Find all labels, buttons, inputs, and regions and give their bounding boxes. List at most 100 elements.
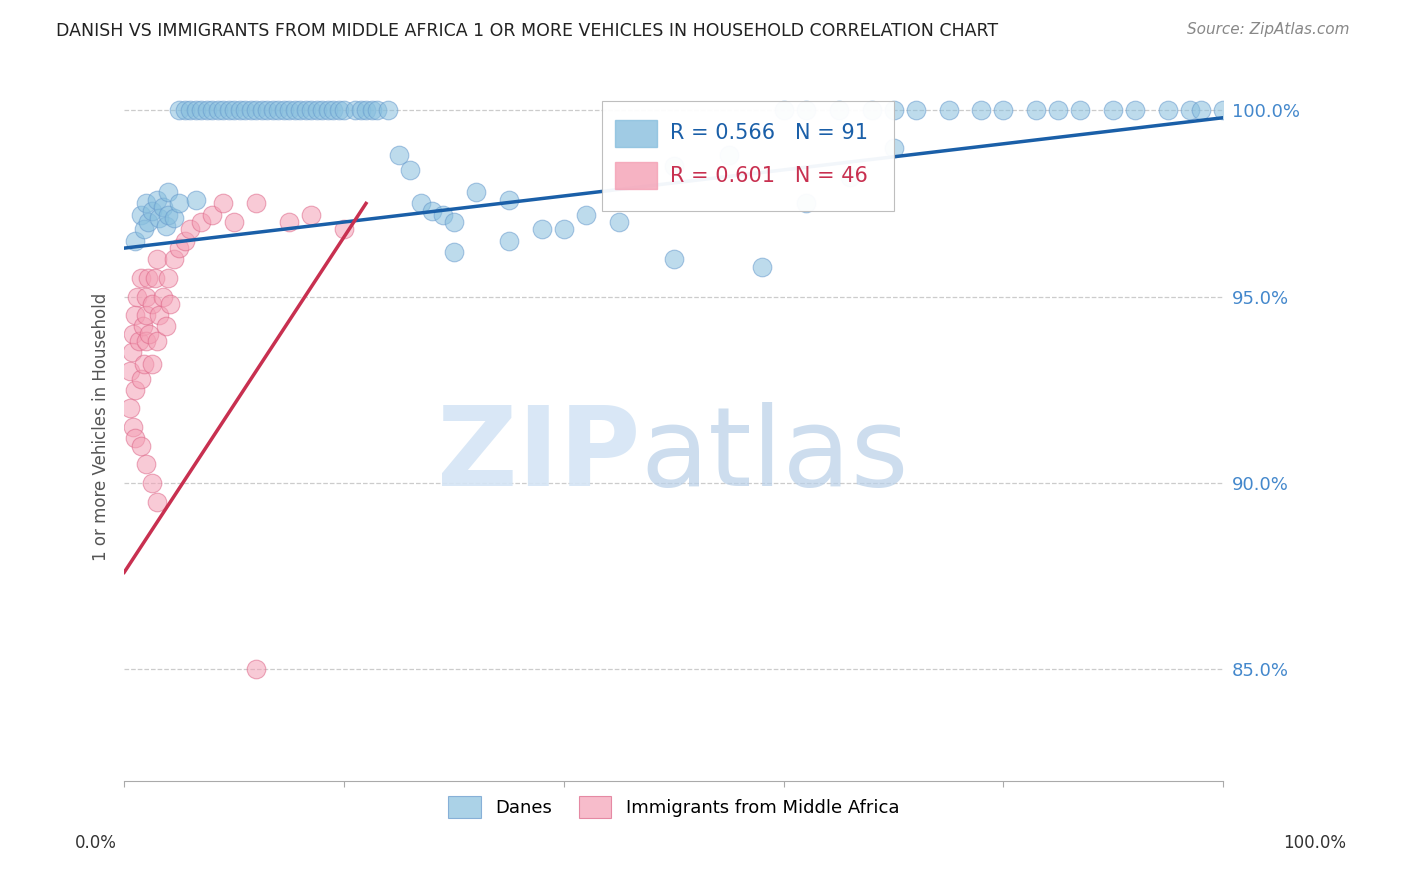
Point [167,103,190,118]
Point [267,103,290,118]
Point [124,234,146,248]
Point [201,103,224,118]
Point [163,211,186,226]
Point [155,219,177,233]
Point [938,103,960,118]
Point [135,196,157,211]
Point [662,159,685,173]
Point [443,215,465,229]
Point [135,289,157,303]
Point [250,103,273,118]
Point [993,103,1015,118]
Point [498,193,520,207]
Text: R = 0.566   N = 91: R = 0.566 N = 91 [671,123,869,143]
Point [322,103,344,118]
Point [333,103,356,118]
Point [284,103,307,118]
Point [432,208,454,222]
Point [190,215,212,229]
Point [146,252,169,267]
Point [366,103,388,118]
Point [121,345,143,359]
Point [607,215,630,229]
Point [328,103,350,118]
Point [233,103,256,118]
Point [218,103,240,118]
Point [228,103,250,118]
Point [184,193,207,207]
Point [127,289,149,303]
Point [122,420,145,434]
Point [273,103,295,118]
Point [245,103,267,118]
Point [128,334,150,349]
Point [553,222,575,236]
Point [212,103,235,118]
Point [179,103,201,118]
Point [245,662,267,676]
Point [118,364,141,378]
Point [860,103,883,118]
Point [377,103,399,118]
Point [146,494,169,508]
Point [135,457,157,471]
Point [179,222,201,236]
Point [122,326,145,341]
Point [173,103,195,118]
Point [155,319,177,334]
Point [163,252,186,267]
Point [349,103,371,118]
Point [138,326,160,341]
Point [129,439,152,453]
Point [157,208,180,222]
Point [195,103,218,118]
Point [751,260,773,274]
Point [184,103,207,118]
Point [772,103,794,118]
Point [1025,103,1047,118]
Point [141,203,163,218]
Point [146,334,169,349]
Point [146,193,169,207]
Point [118,401,141,416]
Point [794,103,817,118]
Point [124,383,146,397]
Point [157,271,180,285]
Bar [616,162,657,189]
FancyBboxPatch shape [602,102,894,211]
Point [299,103,322,118]
Point [288,103,311,118]
Point [970,103,993,118]
Point [141,297,163,311]
Point [305,103,328,118]
Point [827,103,849,118]
Point [124,431,146,445]
Point [135,308,157,322]
Point [152,200,174,214]
Point [575,208,598,222]
Point [278,103,301,118]
Point [148,211,170,226]
Text: DANISH VS IMMIGRANTS FROM MIDDLE AFRICA 1 OR MORE VEHICLES IN HOUSEHOLD CORRELAT: DANISH VS IMMIGRANTS FROM MIDDLE AFRICA … [56,22,998,40]
Point [124,308,146,322]
Point [143,271,166,285]
Point [138,215,160,229]
Point [224,215,246,229]
Point [245,196,267,211]
Point [157,185,180,199]
Point [530,222,553,236]
Point [132,222,155,236]
Point [498,234,520,248]
Point [262,103,284,118]
Point [443,244,465,259]
Point [256,103,278,118]
Point [148,308,170,322]
Point [152,289,174,303]
Point [190,103,212,118]
Point [129,208,152,222]
Point [141,475,163,490]
Point [201,208,224,222]
Text: 0.0%: 0.0% [75,834,117,852]
Text: atlas: atlas [641,401,910,508]
Point [1125,103,1147,118]
